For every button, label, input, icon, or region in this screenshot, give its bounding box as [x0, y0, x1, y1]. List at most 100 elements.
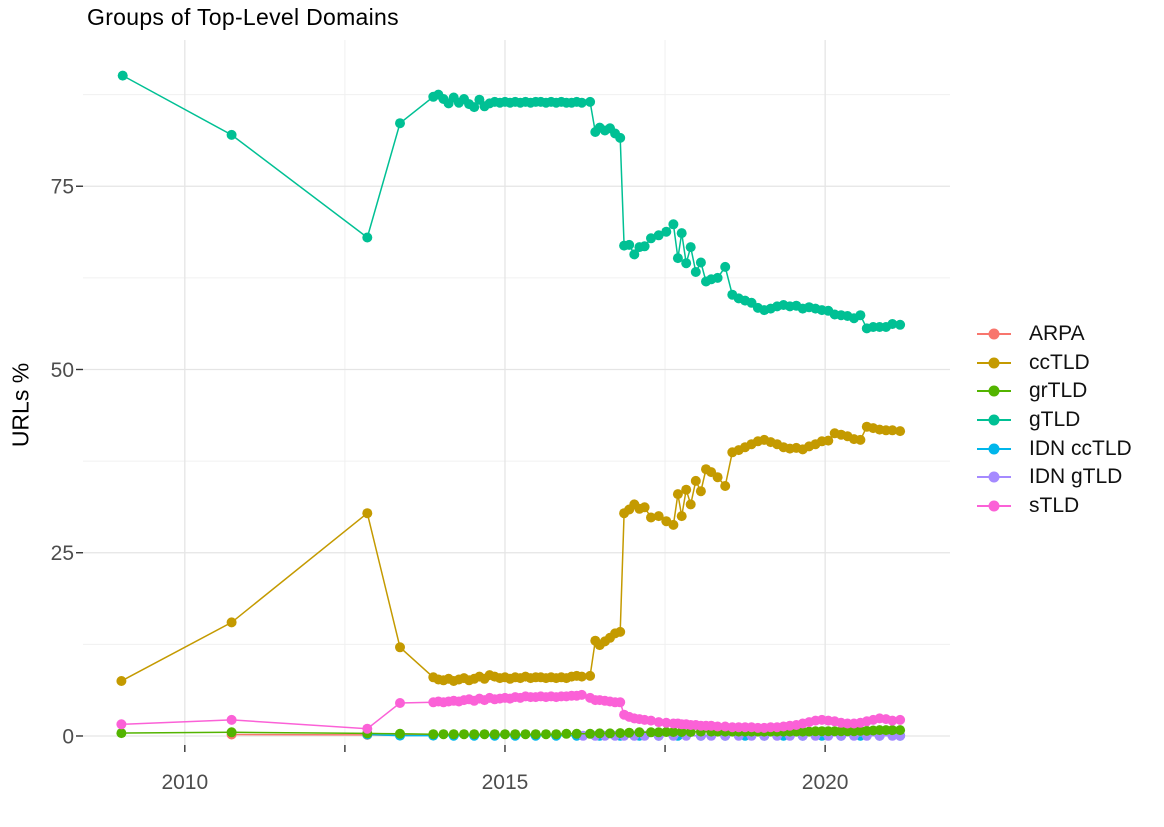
- data-point-stld: [653, 717, 664, 728]
- data-point-grtld: [605, 728, 615, 739]
- series-grtld: [116, 725, 906, 740]
- legend-item-idn-gtld: IDN gTLD: [976, 463, 1132, 492]
- legend-item-cctld: ccTLD: [976, 349, 1132, 378]
- data-point-cctld: [685, 499, 696, 510]
- data-point-gtld: [887, 319, 898, 329]
- legend-key-arpa: [976, 323, 1012, 345]
- data-point-gtld: [681, 258, 692, 269]
- data-point-gtld: [685, 242, 696, 253]
- legend-key-gtld: [976, 409, 1012, 431]
- data-point-gtld: [646, 233, 656, 244]
- data-point-stld: [576, 689, 587, 700]
- data-point-cctld: [676, 511, 687, 522]
- legend-item-stld: sTLD: [976, 492, 1132, 521]
- data-point-grtld: [520, 729, 531, 740]
- data-point-cctld: [668, 519, 679, 530]
- data-point-gtld: [895, 319, 906, 330]
- data-point-grtld: [594, 728, 605, 739]
- x-tick-label: 2010: [161, 771, 208, 794]
- series-cctld: [116, 421, 906, 686]
- data-point-cctld: [823, 435, 834, 446]
- data-point-stld: [116, 719, 127, 730]
- legend-item-idn-cctld: IDN ccTLD: [976, 434, 1132, 463]
- data-point-grtld: [395, 728, 405, 739]
- data-point-cctld: [672, 489, 683, 500]
- data-point-stld: [615, 697, 626, 708]
- data-point-grtld: [561, 728, 572, 739]
- legend-item-arpa: ARPA: [976, 320, 1132, 349]
- data-point-gtld: [676, 228, 687, 239]
- series-stld: [116, 689, 906, 734]
- data-point-gtld: [226, 129, 237, 140]
- data-point-gtld: [720, 261, 731, 272]
- y-axis-title: URLs %: [7, 362, 34, 448]
- data-point-cctld: [895, 426, 906, 437]
- data-point-gtld: [712, 272, 723, 283]
- data-point-cctld: [615, 626, 626, 637]
- data-point-cctld: [720, 481, 731, 491]
- data-point-grtld: [448, 729, 459, 740]
- data-point-cctld: [646, 512, 656, 523]
- legend-label-stld: sTLD: [1029, 493, 1080, 517]
- series-line-gtld: [122, 74, 901, 330]
- data-point-grtld: [653, 727, 664, 738]
- legend-item-gtld: gTLD: [976, 406, 1132, 435]
- data-point-grtld: [887, 725, 898, 736]
- legend-label-arpa: ARPA: [1029, 322, 1085, 346]
- data-point-stld: [646, 715, 656, 726]
- data-point-gtld: [585, 96, 596, 107]
- data-point-grtld: [646, 727, 656, 738]
- data-point-cctld: [395, 642, 405, 653]
- legend-item-grtld: grTLD: [976, 377, 1132, 406]
- data-point-grtld: [615, 728, 626, 739]
- series-line-cctld: [121, 425, 901, 682]
- data-point-cctld: [887, 425, 898, 436]
- data-point-stld: [362, 723, 373, 734]
- data-point-grtld: [116, 728, 127, 739]
- legend-key-grtld: [976, 380, 1012, 402]
- legend-label-idn-cctld: IDN ccTLD: [1029, 436, 1132, 460]
- legend-label-cctld: ccTLD: [1029, 350, 1090, 374]
- data-point-cctld: [226, 617, 237, 628]
- data-point-cctld: [712, 472, 723, 483]
- x-tick-label: 2020: [802, 771, 849, 794]
- data-point-cctld: [639, 502, 650, 513]
- y-tick-label: 50: [51, 359, 74, 382]
- data-point-grtld: [585, 728, 596, 739]
- legend-key-idn-cctld: [976, 438, 1012, 460]
- data-point-gtld: [615, 132, 626, 143]
- data-point-gtld: [672, 253, 683, 264]
- data-point-gtld: [629, 249, 640, 260]
- data-point-grtld: [438, 729, 449, 740]
- data-point-gtld: [855, 310, 866, 321]
- data-point-grtld: [500, 729, 510, 740]
- data-point-grtld: [571, 728, 582, 739]
- data-point-grtld: [541, 729, 551, 740]
- data-point-cctld: [576, 671, 587, 682]
- y-tick-label: 25: [51, 542, 74, 565]
- data-point-cctld: [362, 508, 373, 519]
- data-point-gtld: [576, 97, 587, 108]
- data-point-cctld: [681, 484, 692, 495]
- legend: ARPA ccTLD grTLD gTLD IDN ccTLD IDN gTLD sTLD: [976, 320, 1132, 520]
- data-point-grtld: [479, 729, 490, 740]
- data-point-grtld: [895, 725, 906, 736]
- data-point-cctld: [690, 475, 701, 486]
- x-tick-label: 2015: [482, 771, 529, 794]
- data-point-stld: [226, 714, 237, 725]
- data-point-grtld: [676, 727, 687, 737]
- data-point-gtld: [639, 241, 650, 252]
- legend-key-idn-gtld: [976, 466, 1012, 488]
- series-gtld: [117, 70, 906, 334]
- data-point-gtld: [661, 226, 672, 237]
- data-point-cctld: [695, 486, 706, 497]
- data-point-cctld: [855, 434, 866, 445]
- data-point-gtld: [668, 219, 679, 230]
- data-point-gtld: [395, 118, 405, 129]
- legend-key-stld: [976, 495, 1012, 517]
- data-point-gtld: [469, 102, 480, 113]
- data-point-cctld: [653, 511, 664, 522]
- legend-key-cctld: [976, 352, 1012, 374]
